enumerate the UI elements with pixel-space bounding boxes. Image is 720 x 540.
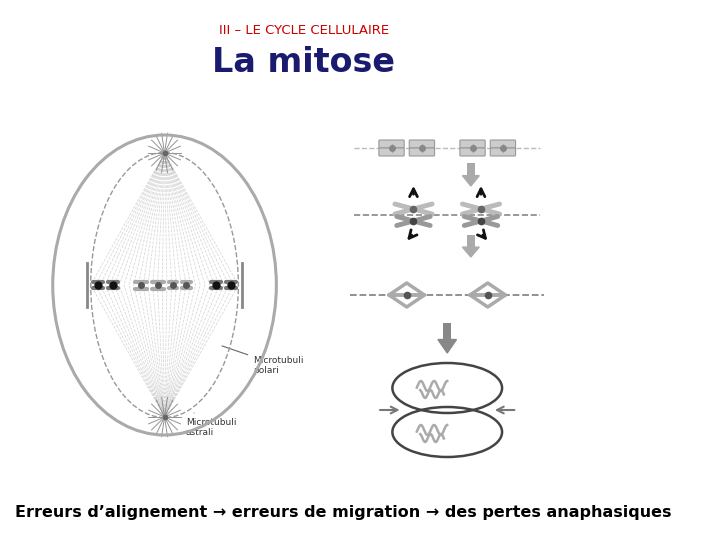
Bar (467, 235, 474, 247)
FancyBboxPatch shape (460, 148, 485, 156)
FancyBboxPatch shape (409, 148, 435, 156)
FancyBboxPatch shape (379, 140, 404, 148)
Polygon shape (438, 340, 456, 353)
Text: Microtubuli
polari: Microtubuli polari (222, 346, 304, 375)
Bar (467, 163, 474, 176)
Text: Microtubuli
astrali: Microtubuli astrali (186, 413, 236, 437)
Bar (443, 323, 451, 340)
FancyBboxPatch shape (379, 148, 404, 156)
Text: Erreurs d’alignement → erreurs de migration → des pertes anaphasiques: Erreurs d’alignement → erreurs de migrat… (15, 504, 672, 519)
FancyBboxPatch shape (490, 148, 516, 156)
FancyBboxPatch shape (490, 140, 516, 148)
FancyBboxPatch shape (409, 140, 435, 148)
Polygon shape (462, 176, 480, 186)
Polygon shape (462, 247, 480, 257)
FancyBboxPatch shape (460, 140, 485, 148)
Text: III – LE CYCLE CELLULAIRE: III – LE CYCLE CELLULAIRE (219, 24, 389, 37)
Text: La mitose: La mitose (212, 45, 395, 78)
